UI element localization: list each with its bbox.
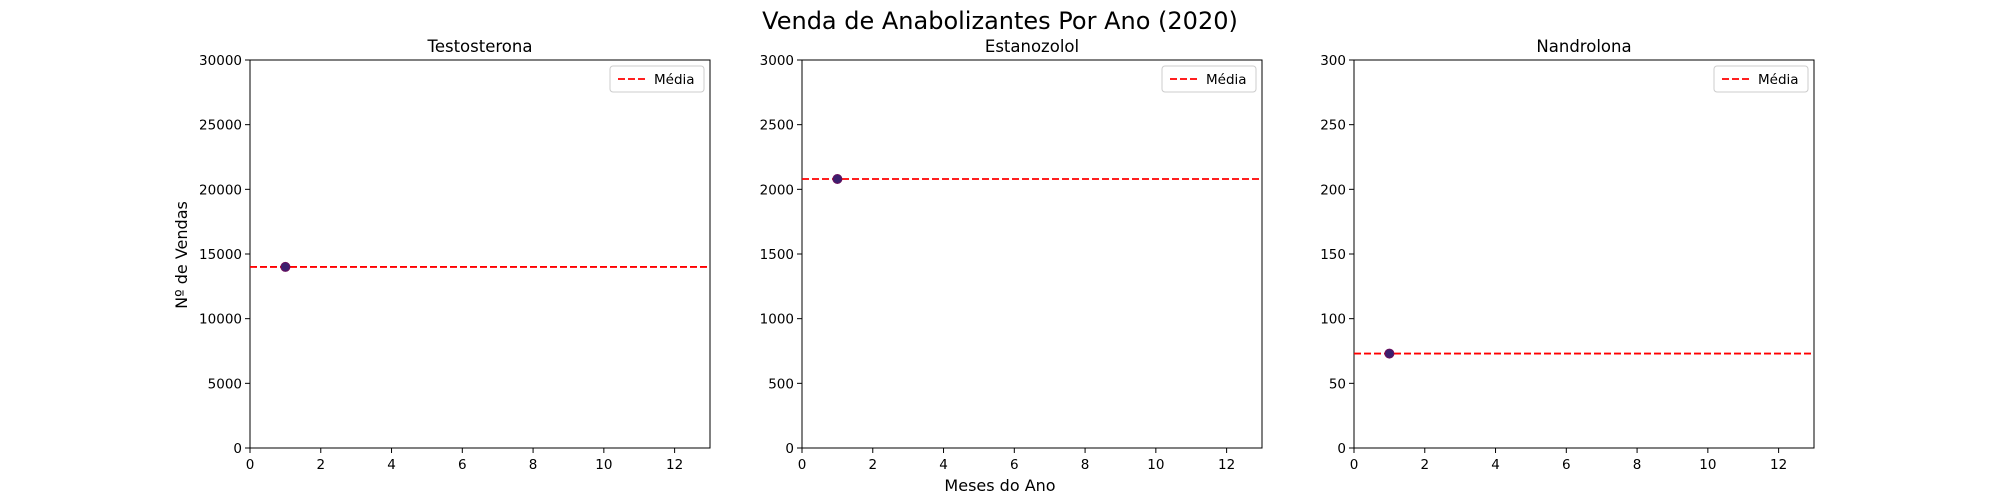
x-tick-label: 2 bbox=[1420, 457, 1429, 473]
subplot-title: Estanozolol bbox=[985, 37, 1079, 56]
legend-label: Média bbox=[1758, 72, 1799, 88]
x-tick-label: 8 bbox=[1633, 457, 1642, 473]
legend: Média bbox=[1713, 65, 1809, 93]
y-tick-label: 250 bbox=[1320, 118, 1346, 134]
y-tick-label: 5000 bbox=[208, 376, 242, 392]
subplot-1: Testosterona 0 2 4 6 8 10 12 0 5000 10000 15000 2000… bbox=[199, 37, 711, 473]
y-axis-label: Nº de Vendas bbox=[172, 201, 191, 309]
data-point bbox=[1384, 348, 1395, 359]
data-point bbox=[832, 173, 843, 184]
plot-area bbox=[801, 59, 1263, 449]
x-tick-label: 8 bbox=[529, 457, 538, 473]
x-tick-label: 12 bbox=[1770, 457, 1787, 473]
legend-box bbox=[1713, 65, 1809, 93]
y-tick-label: 15000 bbox=[199, 247, 242, 263]
x-tick-label: 0 bbox=[798, 457, 807, 473]
legend-label: Média bbox=[1206, 72, 1247, 88]
y-tick-label: 25000 bbox=[199, 118, 242, 134]
subplot-2: Estanozolol 0 2 4 6 8 10 12 0 500 1000 1500 2000 2500… bbox=[760, 37, 1263, 473]
plot-area bbox=[249, 59, 711, 449]
y-tick-label: 0 bbox=[233, 441, 242, 457]
x-tick-label: 4 bbox=[939, 457, 948, 473]
x-tick-label: 10 bbox=[1147, 457, 1164, 473]
data-point bbox=[280, 261, 291, 272]
y-tick-label: 200 bbox=[1320, 182, 1346, 198]
y-tick-label: 30000 bbox=[199, 53, 242, 69]
x-tick-label: 8 bbox=[1081, 457, 1090, 473]
y-tick-label: 100 bbox=[1320, 312, 1346, 328]
subplot-title: Nandrolona bbox=[1536, 37, 1631, 56]
x-tick-label: 4 bbox=[387, 457, 396, 473]
subplot-3: Nandrolona 0 2 4 6 8 10 12 0 50 100 150 200 250 300 Méd… bbox=[1320, 37, 1815, 473]
y-tick-label: 0 bbox=[1337, 441, 1346, 457]
legend-box bbox=[609, 65, 705, 93]
x-tick-label: 0 bbox=[246, 457, 255, 473]
x-tick-label: 6 bbox=[1010, 457, 1019, 473]
x-tick-label: 12 bbox=[1218, 457, 1235, 473]
y-tick-label: 1500 bbox=[760, 247, 794, 263]
legend-label: Média bbox=[654, 72, 695, 88]
legend: Média bbox=[1161, 65, 1257, 93]
y-tick-label: 10000 bbox=[199, 312, 242, 328]
x-tick-label: 10 bbox=[1699, 457, 1716, 473]
x-tick-label: 6 bbox=[1562, 457, 1571, 473]
y-tick-label: 0 bbox=[785, 441, 794, 457]
x-tick-label: 0 bbox=[1350, 457, 1359, 473]
legend: Média bbox=[609, 65, 705, 93]
y-tick-label: 1000 bbox=[760, 312, 794, 328]
y-tick-label: 50 bbox=[1329, 376, 1346, 392]
y-tick-label: 150 bbox=[1320, 247, 1346, 263]
y-tick-label: 20000 bbox=[199, 182, 242, 198]
x-tick-label: 2 bbox=[868, 457, 877, 473]
figure-title: Venda de Anabolizantes Por Ano (2020) bbox=[762, 7, 1238, 35]
x-tick-label: 2 bbox=[316, 457, 325, 473]
legend-box bbox=[1161, 65, 1257, 93]
x-tick-label: 12 bbox=[666, 457, 683, 473]
x-axis-label: Meses do Ano bbox=[944, 476, 1055, 495]
y-tick-label: 3000 bbox=[760, 53, 794, 69]
y-tick-label: 500 bbox=[768, 376, 794, 392]
y-tick-label: 2000 bbox=[760, 182, 794, 198]
plot-area bbox=[1353, 59, 1815, 449]
x-tick-label: 10 bbox=[595, 457, 612, 473]
x-tick-label: 6 bbox=[458, 457, 467, 473]
x-tick-label: 4 bbox=[1491, 457, 1500, 473]
subplot-title: Testosterona bbox=[427, 37, 533, 56]
y-tick-label: 300 bbox=[1320, 53, 1346, 69]
y-tick-label: 2500 bbox=[760, 118, 794, 134]
